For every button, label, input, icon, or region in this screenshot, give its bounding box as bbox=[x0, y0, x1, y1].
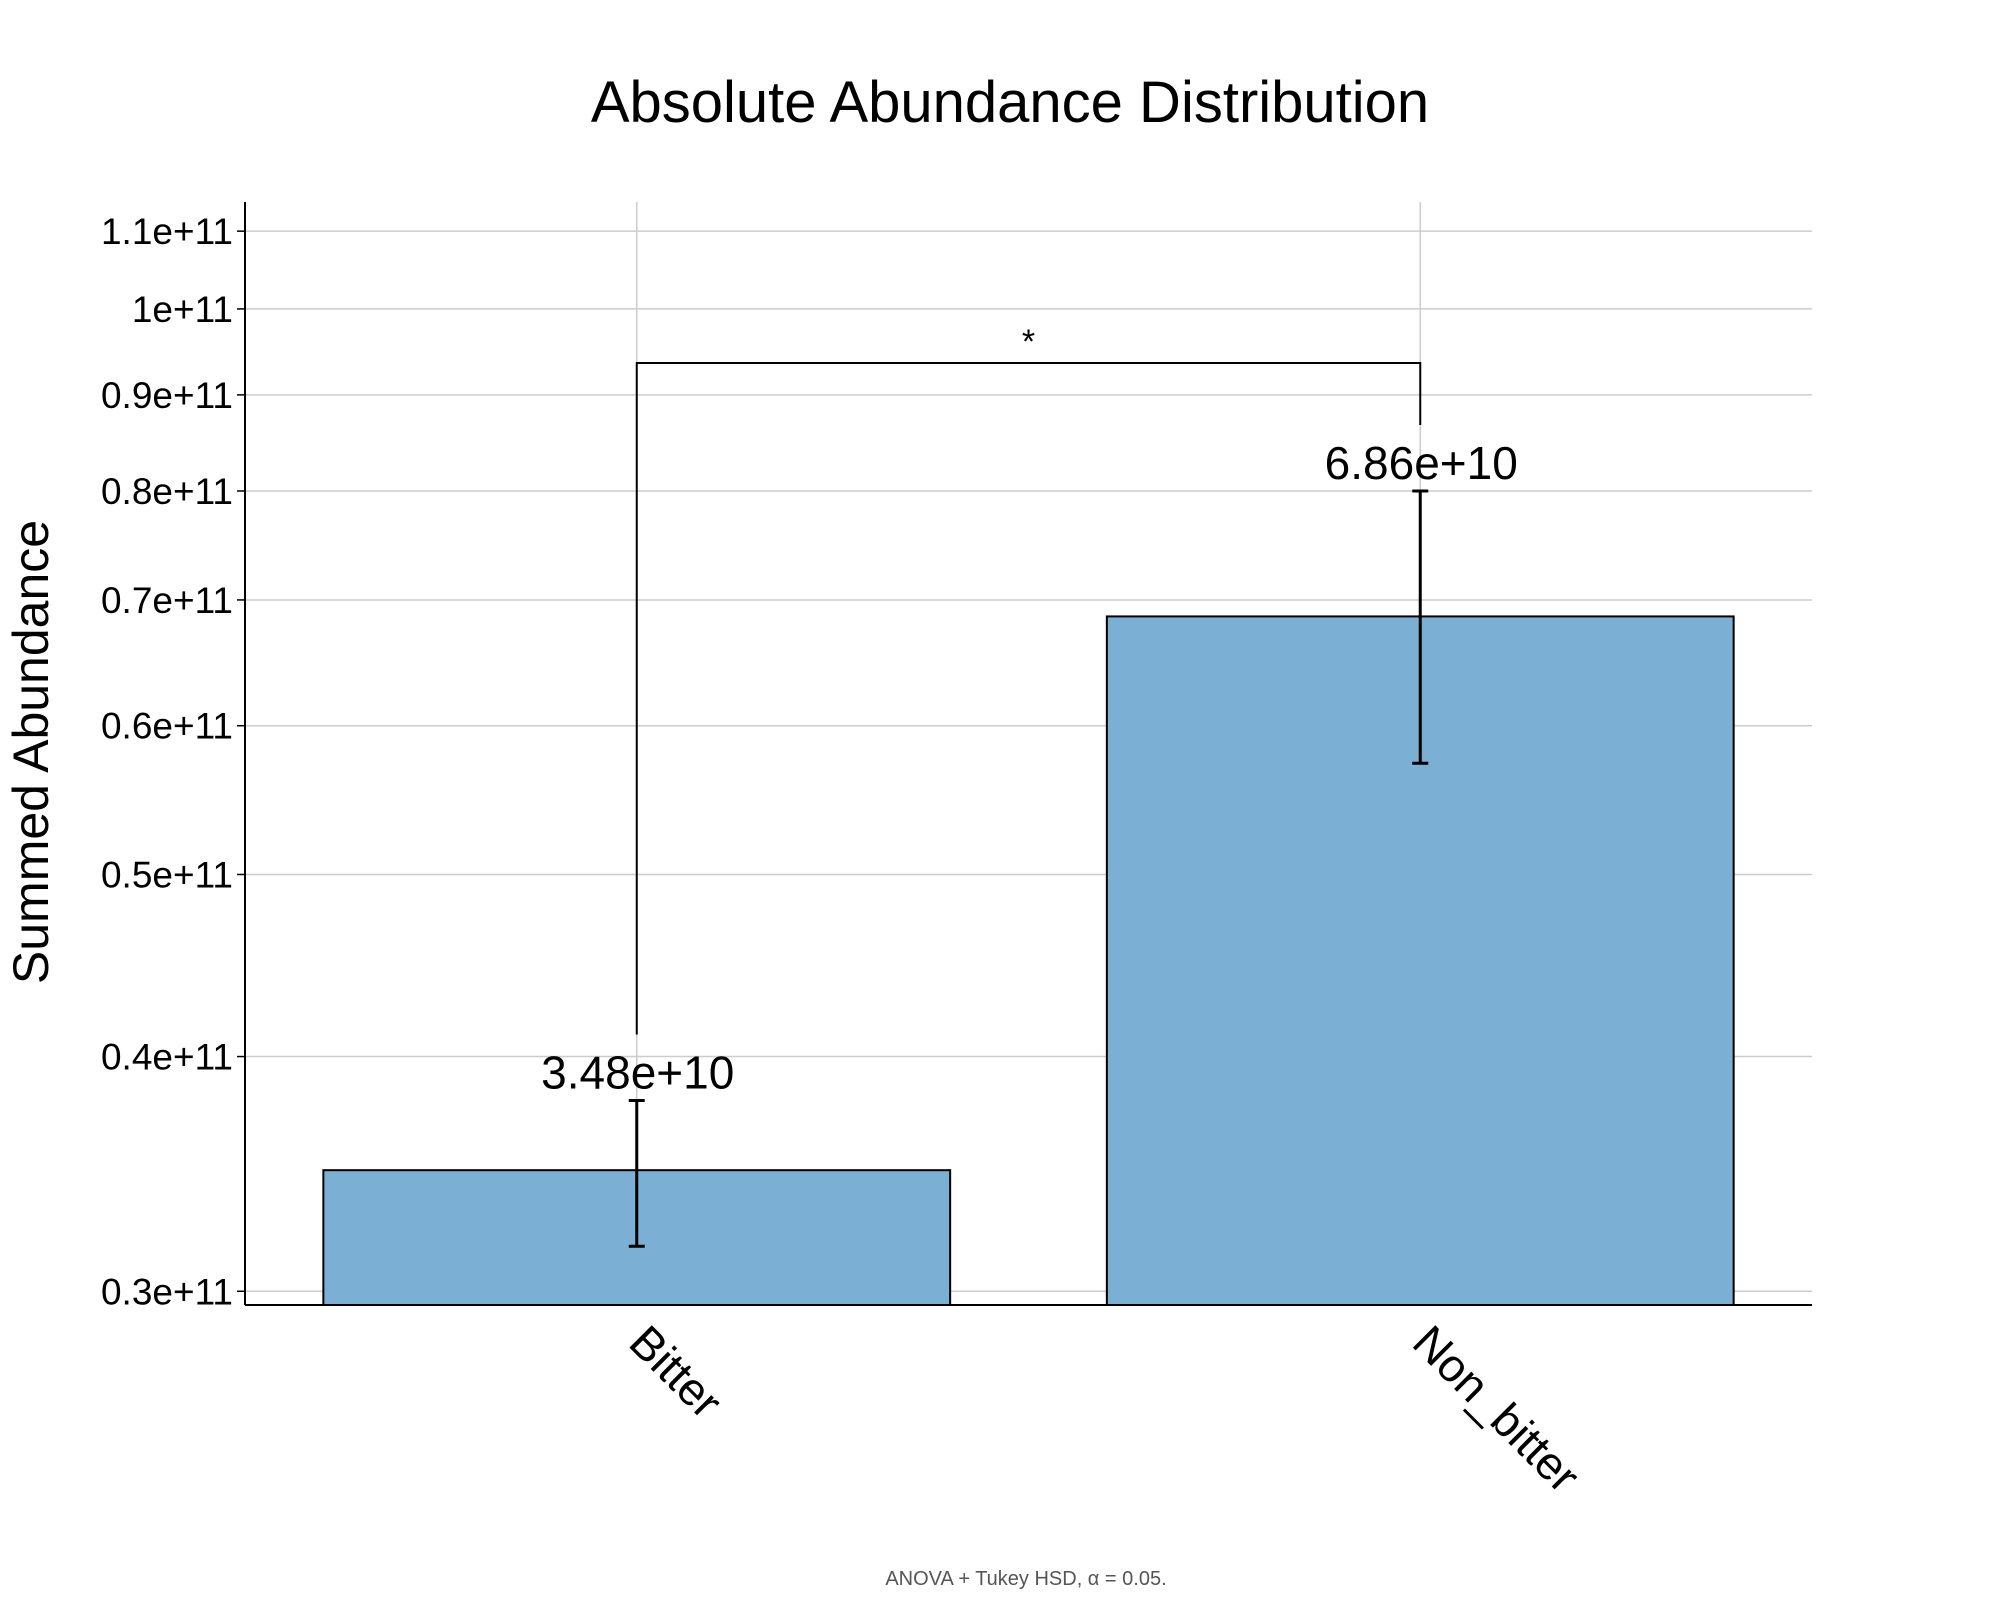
y-tick-label: 1e+11 bbox=[132, 289, 233, 330]
footnote: ANOVA + Tukey HSD, α = 0.05. bbox=[885, 1568, 1166, 1590]
x-tick-label: Bitter bbox=[620, 1315, 733, 1428]
value-label: 6.86e+10 bbox=[1325, 437, 1518, 489]
y-tick-label: 0.8e+11 bbox=[101, 471, 233, 512]
value-label: 3.48e+10 bbox=[541, 1047, 734, 1099]
chart-title: Absolute Abundance Distribution bbox=[591, 70, 1429, 135]
y-tick-label: 0.3e+11 bbox=[101, 1271, 233, 1312]
y-tick-label: 1.1e+11 bbox=[101, 211, 233, 252]
significance-bracket bbox=[635, 362, 1422, 1035]
bars bbox=[322, 615, 1735, 1306]
x-tick-label: Non_bitter bbox=[1403, 1315, 1590, 1502]
error-bars bbox=[628, 489, 1429, 1248]
y-tick-label: 0.5e+11 bbox=[101, 854, 233, 895]
y-axis-label: Summed Abundance bbox=[3, 520, 59, 984]
significance-star: * bbox=[1022, 323, 1035, 361]
y-tick-label: 0.4e+11 bbox=[101, 1037, 233, 1078]
y-tick-label: 0.6e+11 bbox=[101, 706, 233, 747]
labels: 0.3e+11 0.4e+11 0.5e+11 0.6e+11 0.7e+11 0.8e+… bbox=[101, 211, 1590, 1502]
axes bbox=[237, 202, 1812, 1306]
y-tick-label: 0.9e+11 bbox=[101, 375, 233, 416]
y-tick-label: 0.7e+11 bbox=[101, 580, 233, 621]
